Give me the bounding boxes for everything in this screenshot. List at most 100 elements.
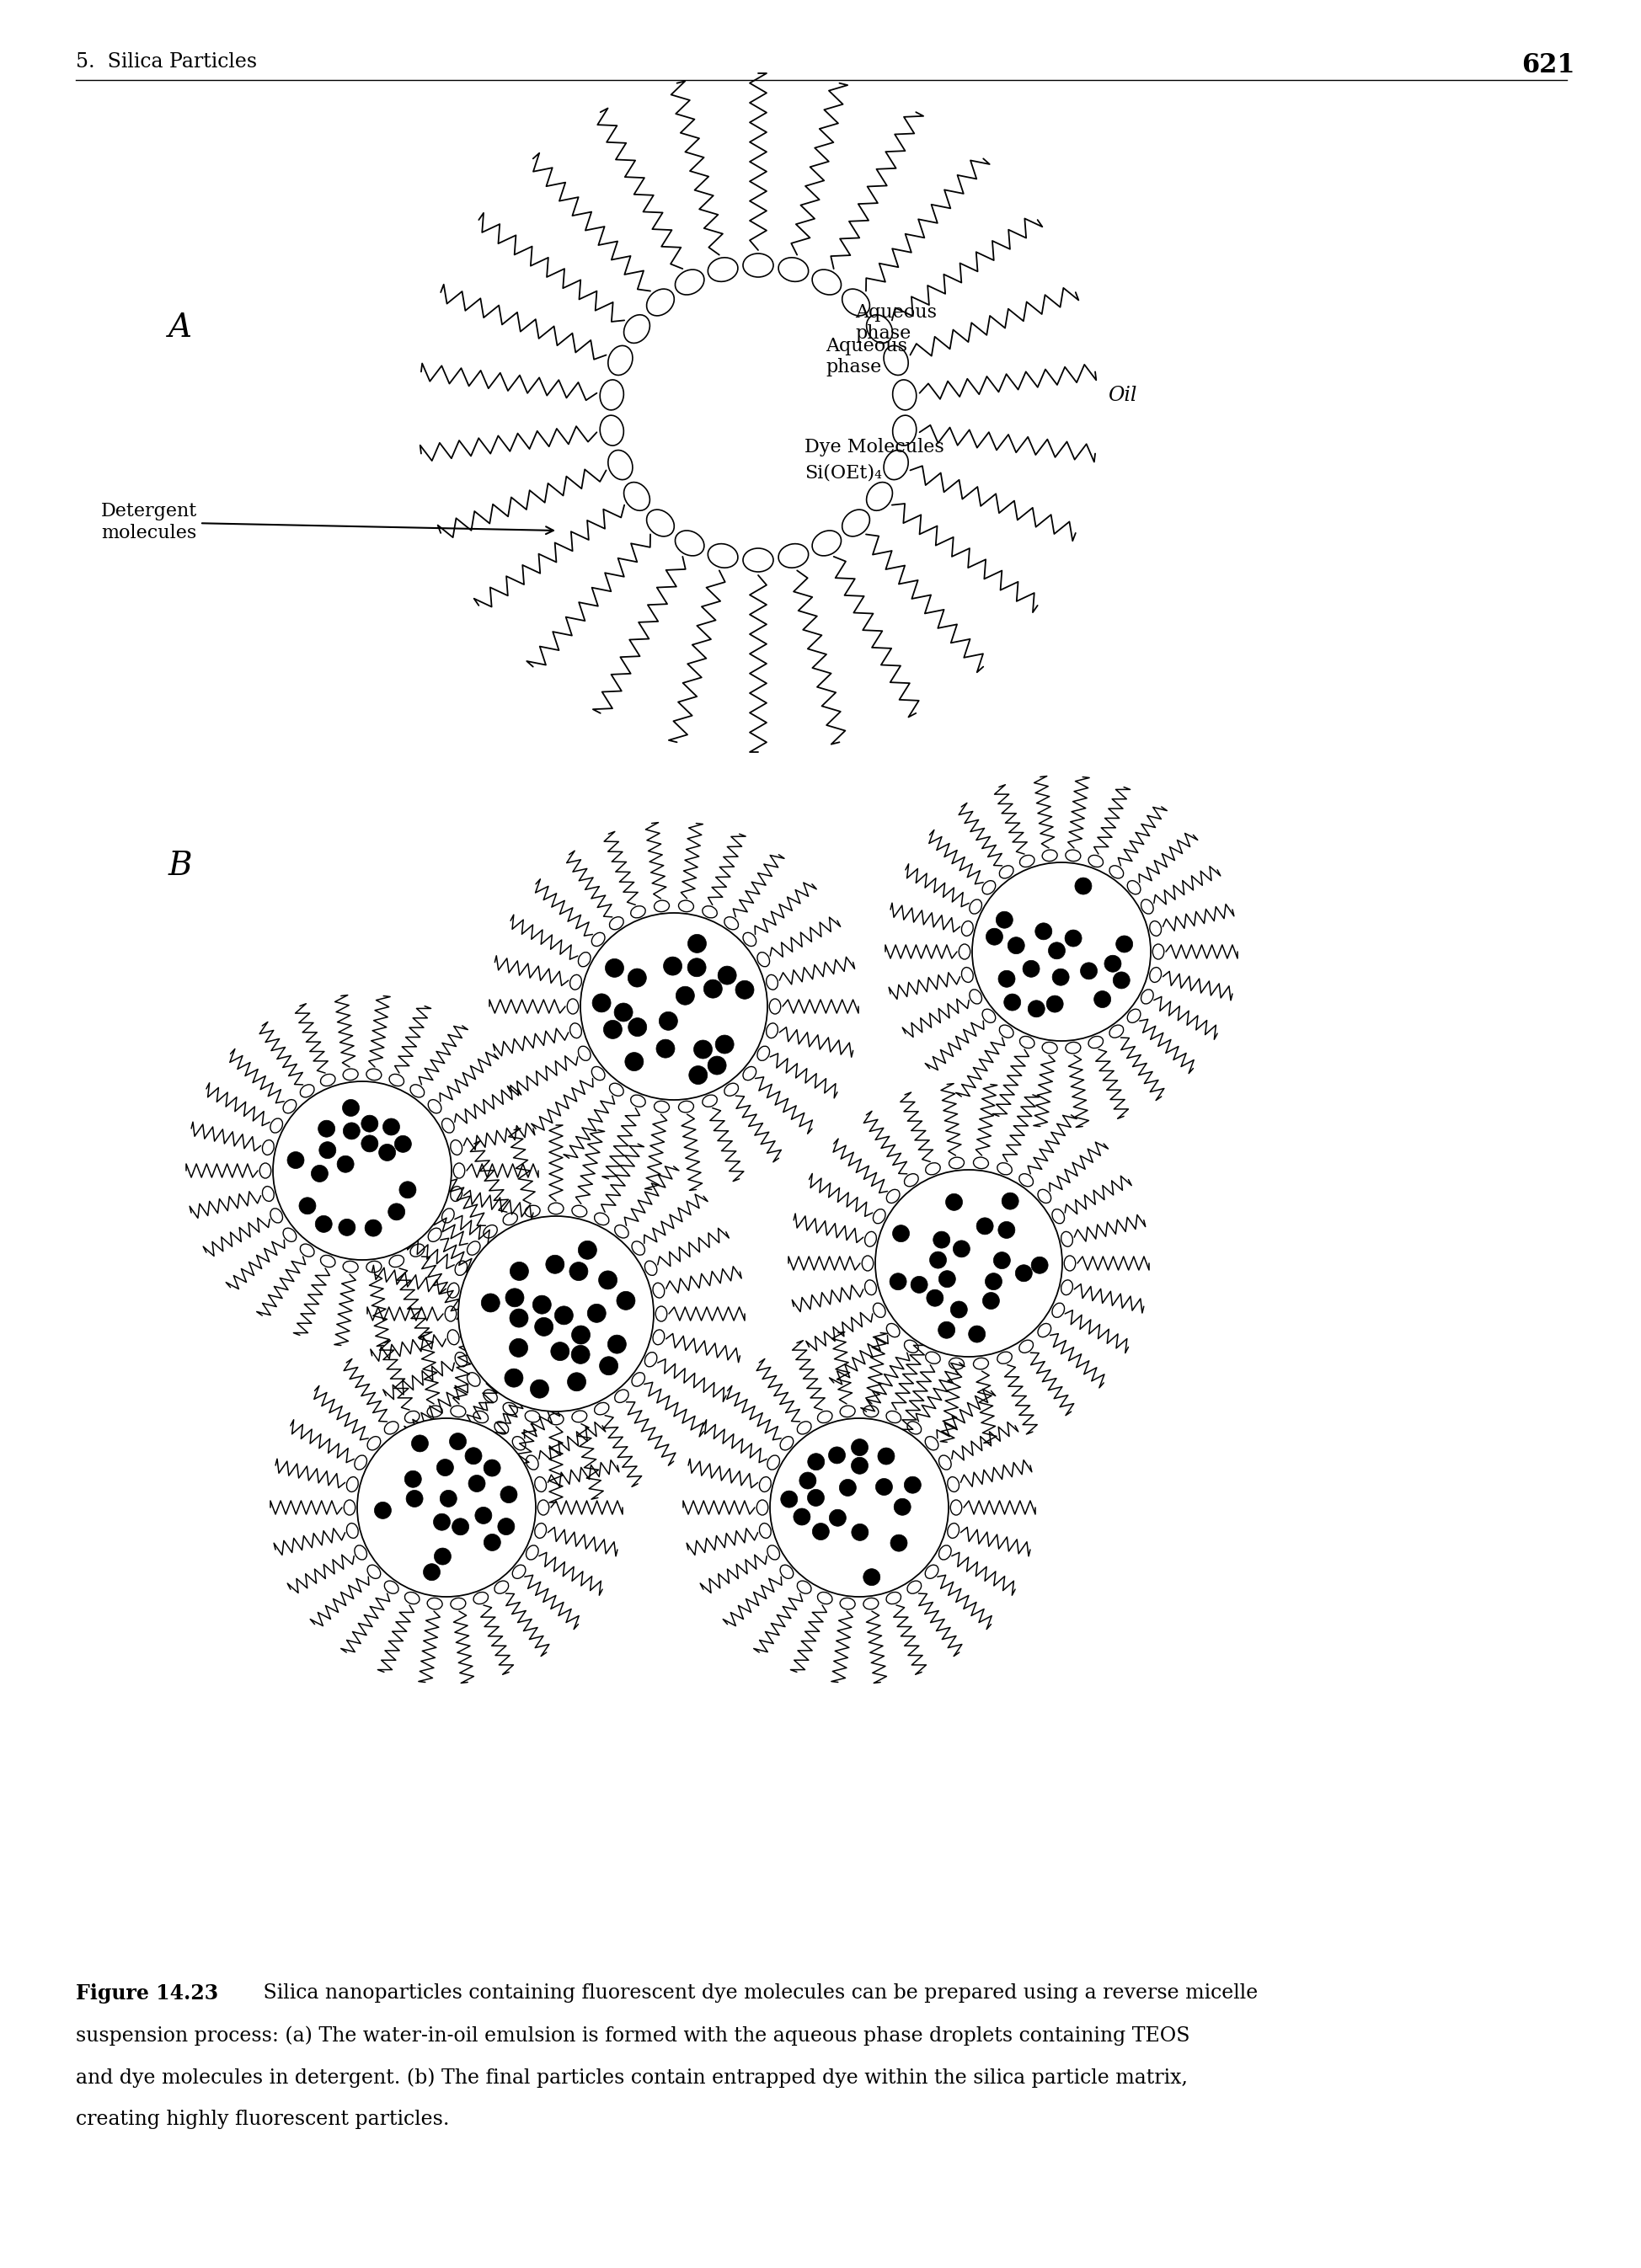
Circle shape	[799, 1472, 816, 1490]
Circle shape	[807, 1490, 824, 1506]
Circle shape	[707, 1057, 725, 1075]
Text: Oil: Oil	[1108, 386, 1136, 406]
Circle shape	[484, 1533, 501, 1551]
Circle shape	[781, 1490, 798, 1508]
Circle shape	[497, 1517, 514, 1535]
Circle shape	[450, 1433, 466, 1449]
Circle shape	[945, 1193, 962, 1211]
Circle shape	[993, 1252, 1009, 1268]
Circle shape	[336, 1157, 354, 1173]
Text: Aqueous
phase: Aqueous phase	[825, 338, 907, 376]
Circle shape	[998, 1222, 1014, 1238]
Circle shape	[829, 1510, 845, 1526]
Circle shape	[532, 1295, 551, 1313]
Circle shape	[875, 1170, 1062, 1356]
Text: A: A	[169, 313, 192, 345]
Circle shape	[735, 980, 753, 1000]
Circle shape	[829, 1447, 845, 1463]
Circle shape	[604, 1021, 622, 1039]
Circle shape	[617, 1290, 635, 1311]
Circle shape	[1003, 993, 1021, 1012]
Circle shape	[929, 1252, 945, 1268]
Circle shape	[996, 912, 1012, 928]
Circle shape	[387, 1204, 405, 1220]
Text: Figure 14.23: Figure 14.23	[75, 1982, 218, 2003]
Circle shape	[412, 1436, 428, 1452]
Circle shape	[852, 1524, 868, 1540]
Circle shape	[571, 1325, 589, 1345]
Circle shape	[545, 1254, 565, 1275]
Text: Dye Molecules
Si(OEt)₄: Dye Molecules Si(OEt)₄	[804, 438, 944, 483]
Circle shape	[361, 1136, 377, 1152]
Circle shape	[440, 1490, 456, 1506]
Circle shape	[501, 1486, 517, 1504]
Circle shape	[555, 1306, 573, 1325]
Circle shape	[1014, 1266, 1032, 1281]
Circle shape	[937, 1322, 955, 1338]
Text: and dye molecules in detergent. (b) The final particles contain entrapped dye wi: and dye molecules in detergent. (b) The …	[75, 2068, 1186, 2087]
Circle shape	[793, 1508, 811, 1524]
Text: 621: 621	[1521, 52, 1574, 79]
Circle shape	[437, 1458, 453, 1476]
Circle shape	[530, 1379, 548, 1397]
Circle shape	[599, 1356, 617, 1374]
Circle shape	[878, 1447, 894, 1465]
Circle shape	[343, 1123, 359, 1139]
Circle shape	[939, 1270, 955, 1288]
Circle shape	[889, 1272, 906, 1290]
Circle shape	[509, 1338, 527, 1356]
Circle shape	[614, 1002, 632, 1021]
Text: Aqueous
phase: Aqueous phase	[855, 304, 937, 342]
Circle shape	[458, 1216, 653, 1411]
Circle shape	[656, 1039, 674, 1057]
Circle shape	[850, 1458, 868, 1474]
Circle shape	[926, 1290, 944, 1306]
Circle shape	[569, 1261, 587, 1281]
Circle shape	[676, 987, 694, 1005]
Text: B: B	[169, 850, 192, 882]
Circle shape	[1022, 959, 1039, 978]
Circle shape	[1075, 878, 1091, 894]
Circle shape	[625, 1052, 643, 1070]
Circle shape	[1104, 955, 1121, 973]
Circle shape	[893, 1499, 911, 1515]
Circle shape	[510, 1261, 528, 1281]
Circle shape	[981, 1293, 999, 1309]
Circle shape	[423, 1563, 440, 1581]
Circle shape	[715, 1034, 734, 1055]
Text: Detergent
molecules: Detergent molecules	[102, 501, 553, 542]
Circle shape	[587, 1304, 606, 1322]
Circle shape	[504, 1368, 523, 1388]
Circle shape	[550, 1343, 569, 1361]
Circle shape	[315, 1216, 331, 1232]
Circle shape	[606, 959, 624, 978]
Circle shape	[1052, 968, 1068, 987]
Circle shape	[911, 1277, 927, 1293]
Circle shape	[399, 1182, 415, 1198]
Circle shape	[904, 1476, 921, 1492]
Circle shape	[998, 971, 1014, 987]
Circle shape	[299, 1198, 315, 1213]
Circle shape	[689, 1066, 707, 1084]
Circle shape	[1113, 971, 1129, 989]
Circle shape	[985, 1272, 1001, 1290]
Circle shape	[343, 1100, 359, 1116]
Circle shape	[578, 1241, 596, 1259]
Circle shape	[1049, 941, 1065, 959]
Circle shape	[581, 914, 766, 1100]
Circle shape	[287, 1152, 304, 1168]
Circle shape	[688, 957, 706, 978]
Circle shape	[627, 968, 647, 987]
Circle shape	[1116, 937, 1132, 953]
Circle shape	[607, 1336, 625, 1354]
Circle shape	[812, 1524, 829, 1540]
Circle shape	[571, 1345, 589, 1363]
Circle shape	[1001, 1193, 1017, 1209]
Circle shape	[272, 1082, 451, 1261]
Circle shape	[481, 1293, 499, 1313]
Circle shape	[863, 1569, 880, 1585]
Circle shape	[950, 1302, 967, 1318]
Circle shape	[338, 1218, 354, 1236]
Circle shape	[404, 1470, 422, 1488]
Circle shape	[379, 1143, 395, 1161]
